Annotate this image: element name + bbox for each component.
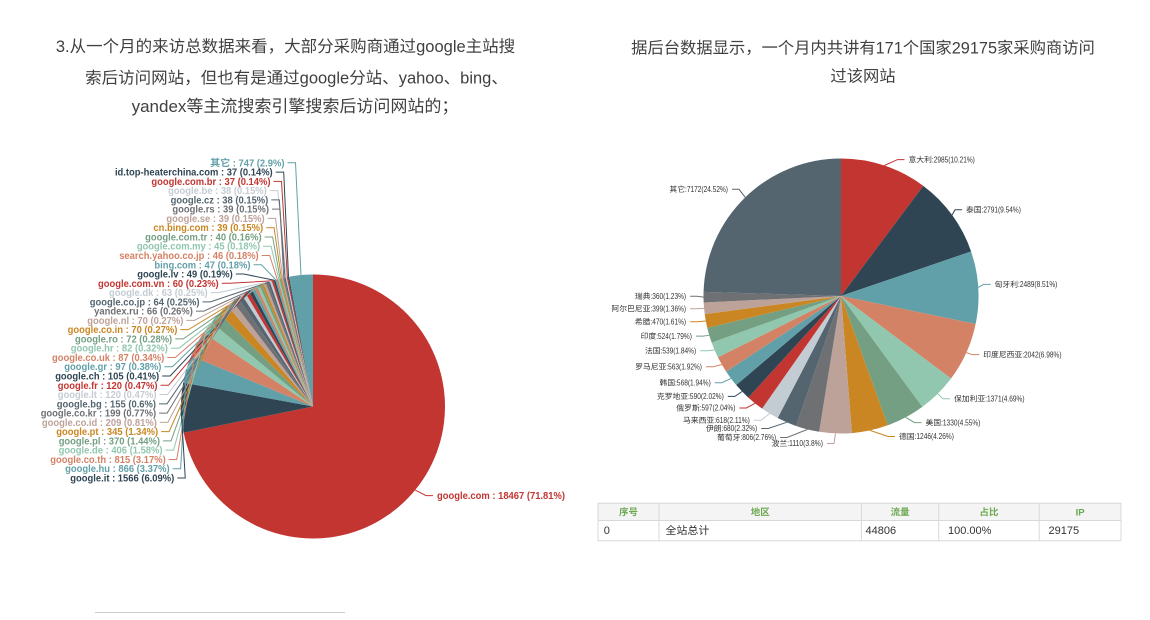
svg-text:google.pt : 345 (1.34%): google.pt : 345 (1.34%): [56, 427, 158, 438]
svg-text:IP: IP: [1076, 507, 1086, 518]
svg-text:id.top-heaterchina.com : 37 (0: id.top-heaterchina.com : 37 (0.14%): [115, 168, 273, 179]
svg-text::1330(4.55%): :1330(4.55%): [941, 418, 981, 427]
svg-text:bing.com : 47 (0.18%): bing.com : 47 (0.18%): [154, 260, 250, 271]
svg-text::618(2.11%): :618(2.11%): [714, 416, 750, 425]
svg-text:cn.bing.com : 39 (0.15%): cn.bing.com : 39 (0.15%): [153, 223, 263, 234]
svg-text:3.: 3.: [56, 38, 70, 56]
svg-text:google.rs : 39 (0.15%): google.rs : 39 (0.15%): [172, 205, 269, 216]
svg-text::2985(10.21%): :2985(10.21%): [932, 155, 975, 164]
svg-text:google.fr : 120 (0.47%): google.fr : 120 (0.47%): [58, 381, 158, 392]
svg-text:google.com.br : 37 (0.14%): google.com.br : 37 (0.14%): [151, 177, 270, 188]
svg-text:google.co.uk : 87 (0.34%): google.co.uk : 87 (0.34%): [52, 353, 164, 364]
svg-text::360(1.23%): :360(1.23%): [650, 292, 686, 301]
svg-text::680(2.32%): :680(2.32%): [722, 424, 758, 433]
svg-text::539(1.84%): :539(1.84%): [661, 346, 697, 355]
svg-text::470(1.61%): :470(1.61%): [650, 318, 686, 327]
svg-text:google.bg : 155 (0.6%): google.bg : 155 (0.6%): [57, 399, 156, 410]
svg-text::399(1.36%): :399(1.36%): [650, 304, 686, 313]
svg-text:google: google: [416, 38, 466, 56]
svg-text:google.hu : 866 (3.37%): google.hu : 866 (3.37%): [65, 464, 169, 475]
svg-text::2791(9.54%): :2791(9.54%): [982, 206, 1022, 215]
svg-text::563(1.92%): :563(1.92%): [666, 363, 702, 372]
svg-text::597(2.04%): :597(2.04%): [700, 404, 736, 413]
svg-text:yahoo: yahoo: [399, 70, 444, 88]
svg-text:google.co.kr : 199 (0.77%): google.co.kr : 199 (0.77%): [41, 409, 156, 420]
svg-text:google.be : 38 (0.15%): google.be : 38 (0.15%): [168, 186, 267, 197]
svg-text:29175: 29175: [952, 39, 997, 57]
svg-text::1371(4.69%): :1371(4.69%): [985, 395, 1025, 404]
svg-text::590(2.02%): :590(2.02%): [688, 392, 724, 401]
svg-text:google.com.my : 45 (0.18%): google.com.my : 45 (0.18%): [137, 242, 260, 253]
svg-text:google.nl : 70 (0.27%): google.nl : 70 (0.27%): [87, 316, 183, 327]
svg-text:google.co.th : 815 (3.17%): google.co.th : 815 (3.17%): [50, 455, 165, 466]
svg-text:google.pl : 370 (1.44%): google.pl : 370 (1.44%): [59, 436, 160, 447]
svg-text:google.ch : 105 (0.41%): google.ch : 105 (0.41%): [55, 372, 159, 383]
svg-text:google.lt : 120 (0.47%): google.lt : 120 (0.47%): [58, 390, 157, 401]
svg-text:google: google: [300, 70, 350, 88]
svg-text:google.com : 18467 (71.81%): google.com : 18467 (71.81%): [437, 491, 565, 502]
svg-text:100.00%: 100.00%: [948, 525, 992, 537]
svg-text:google.co.in : 70 (0.27%): google.co.in : 70 (0.27%): [68, 325, 178, 336]
svg-text:44806: 44806: [866, 525, 897, 537]
svg-text:google.co.id : 209 (0.81%): google.co.id : 209 (0.81%): [42, 418, 157, 429]
svg-text::524(1.79%): :524(1.79%): [656, 332, 692, 341]
svg-text::2042(6.98%): :2042(6.98%): [1022, 350, 1062, 359]
svg-text:google.com.tr : 40 (0.16%): google.com.tr : 40 (0.16%): [145, 232, 261, 243]
svg-text:yandex.ru : 66 (0.26%): yandex.ru : 66 (0.26%): [94, 307, 193, 318]
svg-text:google.lv : 49 (0.19%): google.lv : 49 (0.19%): [137, 270, 233, 281]
svg-text:google.dk : 63 (0.25%): google.dk : 63 (0.25%): [109, 288, 208, 299]
svg-text::806(2.76%): :806(2.76%): [740, 433, 776, 442]
svg-text:search.yahoo.co.jp : 46 (0.18%: search.yahoo.co.jp : 46 (0.18%): [119, 251, 258, 262]
svg-text::2489(8.51%): :2489(8.51%): [1018, 280, 1058, 289]
svg-text:google.se : 39 (0.15%): google.se : 39 (0.15%): [166, 214, 264, 225]
svg-text:0: 0: [604, 525, 610, 537]
svg-text:google.de : 406 (1.58%): google.de : 406 (1.58%): [59, 446, 163, 457]
svg-text:29175: 29175: [1049, 525, 1080, 537]
svg-text:google.it : 1566 (6.09%): google.it : 1566 (6.09%): [70, 473, 174, 484]
svg-text:google.gr : 97 (0.38%): google.gr : 97 (0.38%): [64, 362, 161, 373]
svg-text:yandex: yandex: [132, 97, 187, 116]
svg-text:: 747 (2.9%): : 747 (2.9%): [230, 158, 284, 169]
svg-text::7172(24.52%): :7172(24.52%): [685, 185, 728, 194]
svg-text:171: 171: [876, 39, 903, 57]
svg-text:google.ro : 72 (0.28%): google.ro : 72 (0.28%): [75, 334, 172, 345]
svg-text:google.com.vn : 60 (0.23%): google.com.vn : 60 (0.23%): [98, 279, 219, 290]
svg-text::1110(3.8%): :1110(3.8%): [787, 439, 823, 448]
svg-text::568(1.94%): :568(1.94%): [675, 378, 711, 387]
svg-text::1246(4.26%): :1246(4.26%): [915, 432, 955, 441]
svg-text:google.cz : 38 (0.15%): google.cz : 38 (0.15%): [171, 195, 269, 206]
svg-text:bing: bing: [460, 70, 491, 88]
svg-text:google.hr : 82 (0.32%): google.hr : 82 (0.32%): [71, 344, 168, 355]
svg-text:google.co.jp : 64 (0.25%): google.co.jp : 64 (0.25%): [90, 297, 200, 308]
